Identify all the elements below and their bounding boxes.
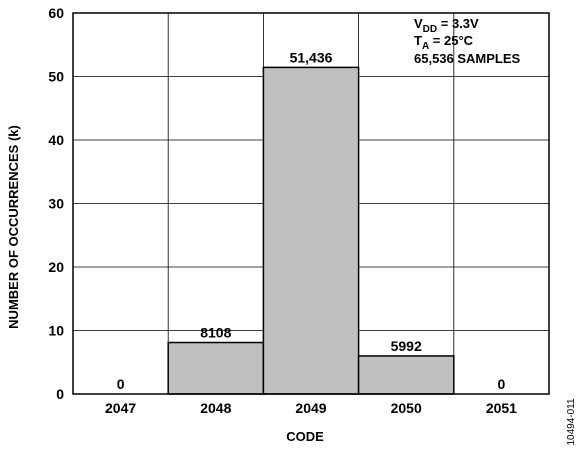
- annotation-ta: TA = 25°C: [414, 33, 474, 52]
- y-tick-label: 30: [48, 196, 64, 212]
- data-label: 51,436: [290, 49, 333, 65]
- y-tick-label: 20: [48, 259, 64, 275]
- x-axis-label: CODE: [286, 429, 324, 444]
- conditions-annotation: VDD = 3.3V TA = 25°C 65,536 SAMPLES: [414, 16, 521, 66]
- annotation-vdd: VDD = 3.3V: [414, 16, 479, 35]
- x-tick-labels: 2047 2048 2049 2050 2051: [105, 400, 517, 416]
- y-axis-label: NUMBER OF OCCURRENCES (k): [6, 125, 21, 329]
- x-tick-label: 2050: [391, 400, 422, 416]
- bars: [167, 66, 455, 395]
- plot-frame: [72, 12, 550, 395]
- data-label: 5992: [391, 338, 422, 354]
- y-tick-label: 60: [48, 5, 64, 21]
- data-label: 8108: [200, 325, 231, 341]
- annotation-samples: 65,536 SAMPLES: [414, 51, 521, 66]
- x-tick-label: 2049: [295, 400, 326, 416]
- y-tick-label: 10: [48, 323, 64, 339]
- data-label: 0: [117, 376, 125, 392]
- y-tick-label: 50: [48, 69, 64, 85]
- data-labels: 0 8108 51,436 5992 0: [117, 49, 506, 392]
- x-tick-label: 2051: [486, 400, 517, 416]
- y-tick-labels: 0 10 20 30 40 50 60: [48, 5, 64, 402]
- bar-2049: [262, 66, 360, 395]
- bar-2050: [357, 355, 455, 395]
- data-label: 0: [498, 376, 506, 392]
- figure-id: 10494-011: [566, 398, 577, 446]
- x-tick-label: 2048: [200, 400, 231, 416]
- y-tick-label: 40: [48, 132, 64, 148]
- y-tick-label: 0: [56, 386, 64, 402]
- x-tick-label: 2047: [105, 400, 136, 416]
- bar-2048: [167, 341, 265, 395]
